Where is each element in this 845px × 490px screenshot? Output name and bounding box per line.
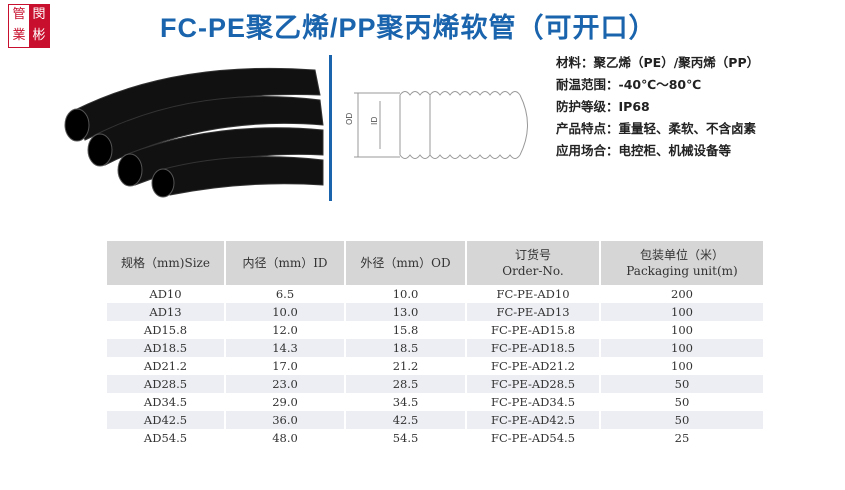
logo-char: 業 bbox=[12, 28, 26, 43]
spec-item: 应用场合：电控柜、机械设备等 bbox=[556, 140, 759, 162]
table-cell: 34.5 bbox=[345, 393, 467, 411]
table-cell: AD34.5 bbox=[107, 393, 226, 411]
table-cell: FC-PE-AD13 bbox=[466, 303, 601, 321]
table-cell: FC-PE-AD42.5 bbox=[466, 411, 601, 429]
spec-value: 重量轻、柔软、不含卤素 bbox=[618, 121, 757, 136]
table-cell: 10.0 bbox=[225, 303, 346, 321]
header-line: 内径（mm）ID bbox=[242, 256, 328, 270]
table-row: AD54.5 48.0 54.5 FC-PE-AD54.5 25 bbox=[107, 429, 765, 447]
spec-value: -40℃～80℃ bbox=[618, 77, 702, 92]
id-label: ID bbox=[370, 116, 379, 125]
table-cell: AD21.2 bbox=[107, 357, 226, 375]
spec-item: 产品特点：重量轻、柔软、不含卤素 bbox=[556, 118, 759, 140]
table-cell: FC-PE-AD54.5 bbox=[466, 429, 601, 447]
logo-char: 閔 bbox=[29, 5, 49, 26]
table-cell: 21.2 bbox=[345, 357, 467, 375]
table-cell: FC-PE-AD34.5 bbox=[466, 393, 601, 411]
od-label: OD bbox=[345, 113, 354, 125]
table-cell: 50 bbox=[600, 411, 765, 429]
table-cell: AD28.5 bbox=[107, 375, 226, 393]
table-cell: FC-PE-AD28.5 bbox=[466, 375, 601, 393]
table-cell: FC-PE-AD10 bbox=[466, 285, 601, 303]
spec-label: 耐温范围： bbox=[556, 77, 619, 92]
spec-table: 规格（mm)Size 内径（mm）ID 外径（mm）OD 订货号 Order-No. 包装… bbox=[107, 241, 765, 447]
table-cell: 100 bbox=[600, 303, 765, 321]
table-cell: AD18.5 bbox=[107, 339, 226, 357]
table-cell: 13.0 bbox=[345, 303, 467, 321]
table-cell: 36.0 bbox=[225, 411, 346, 429]
table-cell: 50 bbox=[600, 393, 765, 411]
table-cell: FC-PE-AD18.5 bbox=[466, 339, 601, 357]
page-title: FC-PE聚乙烯/PP聚丙烯软管（可开口） bbox=[160, 13, 657, 43]
header-line: 外径（mm）OD bbox=[360, 256, 451, 270]
table-cell: 100 bbox=[600, 339, 765, 357]
spec-label: 应用场合： bbox=[556, 143, 619, 158]
table-cell: 18.5 bbox=[345, 339, 467, 357]
table-row: AD34.5 29.0 34.5 FC-PE-AD34.5 50 bbox=[107, 393, 765, 411]
table-cell: FC-PE-AD21.2 bbox=[466, 357, 601, 375]
spec-label: 产品特点： bbox=[556, 121, 619, 136]
table-cell: 28.5 bbox=[345, 375, 467, 393]
brand-logo: 管 閔 業 彬 bbox=[8, 4, 50, 48]
table-cell: 17.0 bbox=[225, 357, 346, 375]
column-header: 规格（mm)Size bbox=[107, 241, 226, 285]
header-line: 包装单位（米） bbox=[639, 248, 724, 262]
table-cell: AD10 bbox=[107, 285, 226, 303]
table-cell: AD15.8 bbox=[107, 321, 226, 339]
table-row: AD42.5 36.0 42.5 FC-PE-AD42.5 50 bbox=[107, 411, 765, 429]
table-cell: AD13 bbox=[107, 303, 226, 321]
header-line: 规格（mm)Size bbox=[121, 256, 210, 270]
header-line-en: Order-No. bbox=[502, 264, 564, 278]
table-row: AD10 6.5 10.0 FC-PE-AD10 200 bbox=[107, 285, 765, 303]
table-cell: 29.0 bbox=[225, 393, 346, 411]
table-row: AD15.8 12.0 15.8 FC-PE-AD15.8 100 bbox=[107, 321, 765, 339]
tube-diagram: OD ID bbox=[345, 91, 528, 159]
logo-char: 管 bbox=[12, 7, 26, 22]
table-cell: 42.5 bbox=[345, 411, 467, 429]
table-cell: 23.0 bbox=[225, 375, 346, 393]
spec-list: 材料：聚乙烯（PE）/聚丙烯（PP） 耐温范围：-40℃～80℃ 防护等级：IP68… bbox=[556, 52, 759, 162]
table-cell: 14.3 bbox=[225, 339, 346, 357]
spec-value: 聚乙烯（PE）/聚丙烯（PP） bbox=[593, 55, 760, 70]
table-row: AD18.5 14.3 18.5 FC-PE-AD18.5 100 bbox=[107, 339, 765, 357]
table-cell: 100 bbox=[600, 357, 765, 375]
column-header: 包装单位（米） Packaging unit(m) bbox=[600, 241, 765, 285]
product-photo bbox=[64, 67, 324, 198]
table-cell: 6.5 bbox=[225, 285, 346, 303]
table-row: AD21.2 17.0 21.2 FC-PE-AD21.2 100 bbox=[107, 357, 765, 375]
table-cell: 12.0 bbox=[225, 321, 346, 339]
table-cell: 100 bbox=[600, 321, 765, 339]
table-cell: 10.0 bbox=[345, 285, 467, 303]
header-line: 订货号 bbox=[514, 248, 551, 262]
spec-label: 材料： bbox=[556, 55, 594, 70]
spec-item: 材料：聚乙烯（PE）/聚丙烯（PP） bbox=[556, 52, 759, 74]
table-cell: 48.0 bbox=[225, 429, 346, 447]
spec-label: 防护等级： bbox=[556, 99, 619, 114]
table-cell: FC-PE-AD15.8 bbox=[466, 321, 601, 339]
table-cell: AD42.5 bbox=[107, 411, 226, 429]
column-header: 内径（mm）ID bbox=[225, 241, 346, 285]
divider bbox=[329, 55, 332, 201]
column-header: 外径（mm）OD bbox=[345, 241, 467, 285]
logo-char: 彬 bbox=[29, 26, 49, 47]
table-cell: 54.5 bbox=[345, 429, 467, 447]
table-cell: 50 bbox=[600, 375, 765, 393]
table-row: AD13 10.0 13.0 FC-PE-AD13 100 bbox=[107, 303, 765, 321]
table-cell: 25 bbox=[600, 429, 765, 447]
spec-value: 电控柜、机械设备等 bbox=[618, 143, 732, 158]
header-line-en: Packaging unit(m) bbox=[626, 264, 738, 278]
spec-value: IP68 bbox=[618, 99, 650, 114]
table-cell: AD54.5 bbox=[107, 429, 226, 447]
table-row: AD28.5 23.0 28.5 FC-PE-AD28.5 50 bbox=[107, 375, 765, 393]
table-cell: 200 bbox=[600, 285, 765, 303]
spec-item: 耐温范围：-40℃～80℃ bbox=[556, 74, 759, 96]
table-cell: 15.8 bbox=[345, 321, 467, 339]
column-header: 订货号 Order-No. bbox=[466, 241, 601, 285]
spec-item: 防护等级：IP68 bbox=[556, 96, 759, 118]
